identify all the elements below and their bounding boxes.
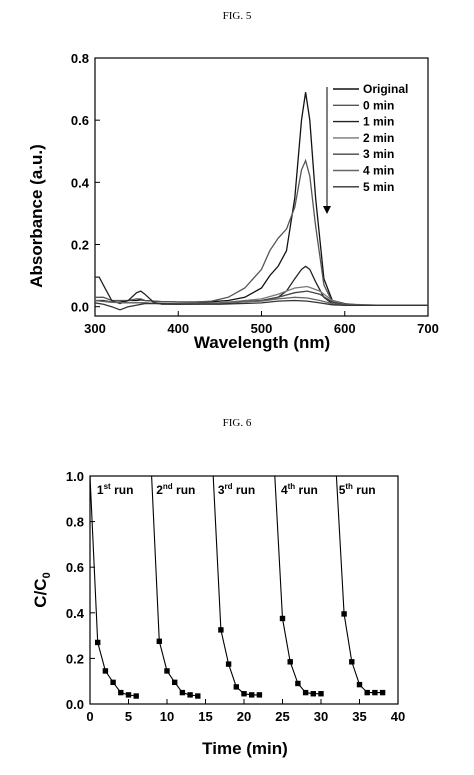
y-tick-label: 0.8 <box>71 51 89 66</box>
data-point <box>187 692 193 698</box>
data-point <box>218 627 224 633</box>
data-point <box>318 691 324 697</box>
data-point <box>172 679 178 686</box>
y-tick-label: 0.0 <box>66 697 84 712</box>
data-point <box>295 680 301 687</box>
data-point <box>249 692 255 698</box>
x-tick-label: 40 <box>391 709 405 724</box>
data-point <box>349 659 355 665</box>
data-point <box>279 615 286 622</box>
run-line <box>89 475 137 697</box>
series-line <box>95 92 428 307</box>
data-point <box>95 639 101 646</box>
y-tick-label: 0.6 <box>71 113 89 128</box>
y-axis-label: Absorbance (a.u.) <box>27 144 46 288</box>
y-tick-label: 1.0 <box>66 469 84 484</box>
legend-entry: 4 min <box>363 164 394 178</box>
legend-entry: 3 min <box>363 147 394 161</box>
data-point <box>118 689 124 696</box>
data-point <box>287 659 293 665</box>
x-tick-label: 30 <box>314 709 328 724</box>
y-tick-label: 0.4 <box>71 175 90 190</box>
run-annotation: 3rd run <box>218 482 255 497</box>
run-line <box>274 475 321 695</box>
data-point <box>110 679 116 686</box>
data-point <box>102 668 109 674</box>
legend-entry: 5 min <box>363 180 394 194</box>
trend-arrow-head <box>323 206 331 214</box>
data-point <box>364 689 370 696</box>
x-axis-label: Time (min) <box>202 739 288 758</box>
figure-6-label: FIG. 6 <box>222 417 252 429</box>
data-point <box>356 681 363 688</box>
data-point <box>125 692 132 698</box>
data-point <box>195 693 201 699</box>
x-tick-label: 700 <box>417 321 439 336</box>
x-tick-label: 5 <box>125 709 132 724</box>
data-point <box>302 689 309 696</box>
y-tick-label: 0.6 <box>66 560 84 575</box>
data-point <box>241 691 247 697</box>
run-line <box>212 475 260 696</box>
y-tick-label: 0.2 <box>66 651 84 666</box>
legend-entry: 1 min <box>363 115 394 129</box>
kinetics-chart: C/C0 Time (min) 0 5 10 15 20 25 30 35 40 0.0 0.2 0.… <box>31 469 405 758</box>
x-tick-label: 10 <box>160 709 174 724</box>
x-tick-label: 400 <box>167 321 189 336</box>
y-tick-label: 0.2 <box>71 238 89 253</box>
figure-5-label: FIG. 5 <box>222 10 252 22</box>
x-tick-label: 600 <box>334 321 356 336</box>
data-point <box>179 689 186 696</box>
series-line <box>95 158 428 307</box>
data-point <box>156 638 162 644</box>
x-tick-label: 15 <box>198 709 212 724</box>
data-point <box>372 689 378 696</box>
x-axis-label: Wavelength (nm) <box>194 333 330 352</box>
run-annotation: 4th run <box>281 482 318 497</box>
run-line <box>151 475 198 697</box>
data-point <box>379 689 386 696</box>
run-annotation: 5th run <box>339 482 376 497</box>
y-tick-label: 0.4 <box>66 606 85 621</box>
x-tick-label: 500 <box>251 321 273 336</box>
y-axis-label: C/C0 <box>31 572 53 607</box>
data-point <box>225 661 232 667</box>
run-annotation: 1st run <box>97 482 133 497</box>
plot-frame <box>89 475 399 705</box>
legend-entry: 2 min <box>363 131 394 145</box>
data-point <box>164 668 170 674</box>
data-point <box>310 691 316 697</box>
series-line <box>94 299 428 311</box>
absorbance-chart: Absorbance (a.u.) Wavelength (nm) 300 400… <box>27 51 439 352</box>
legend-entry: Original <box>363 82 408 96</box>
y-tick-label: 0.8 <box>66 515 84 530</box>
legend-entry: 0 min <box>363 98 394 112</box>
data-point <box>341 611 347 617</box>
y-tick-label: 0.0 <box>71 300 89 315</box>
series-line <box>94 296 428 307</box>
x-tick-label: 0 <box>86 709 93 724</box>
x-tick-label: 20 <box>237 709 251 724</box>
data-point <box>256 692 263 698</box>
x-tick-label: 300 <box>84 321 106 336</box>
x-tick-label: 25 <box>275 709 289 724</box>
data-point <box>233 684 239 690</box>
data-point <box>133 693 139 699</box>
x-tick-label: 35 <box>352 709 366 724</box>
run-annotation: 2nd run <box>156 482 195 497</box>
run-line <box>335 475 383 694</box>
